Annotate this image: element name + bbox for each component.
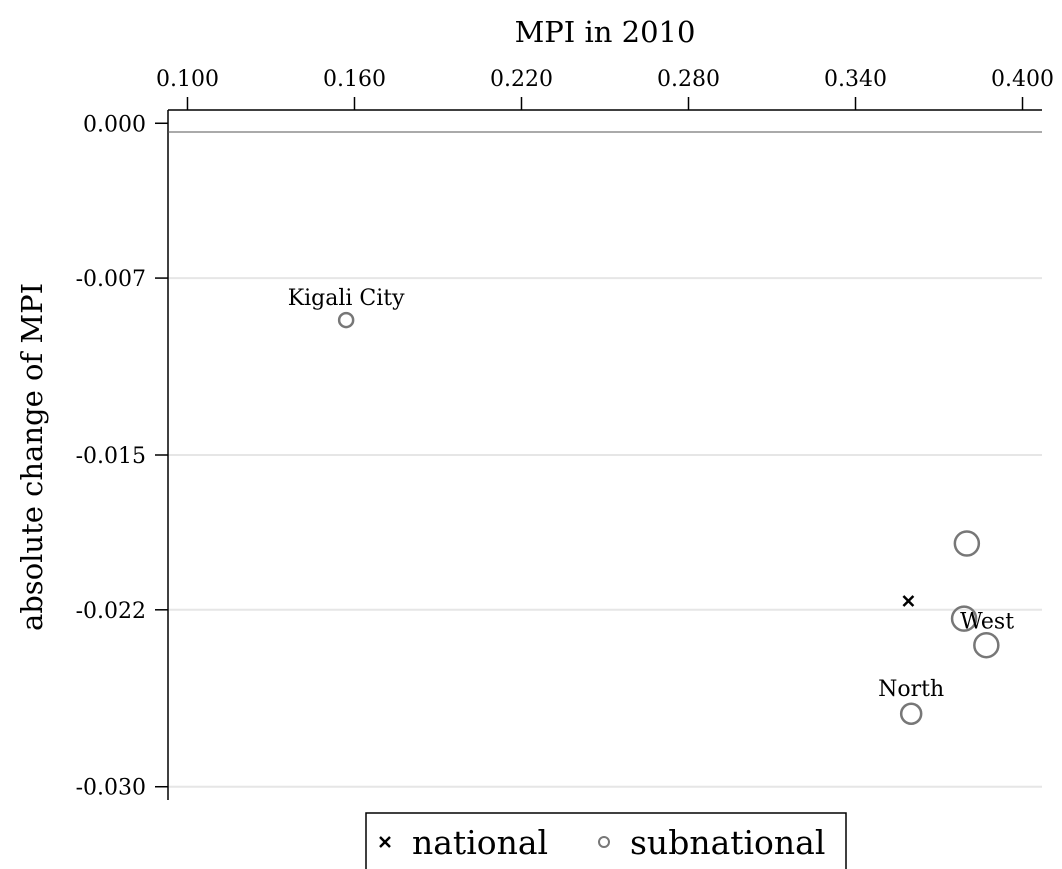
y-tick-label: -0.030 [76,776,146,801]
legend-national-marker [379,836,391,848]
subnational-point [337,311,355,329]
x-axis-title: MPI in 2010 [515,15,696,49]
point-labels: Kigali City West North [288,286,1015,702]
y-ticks: 0.000 -0.007 -0.015 -0.022 -0.030 [76,112,168,801]
legend-subnational-label: subnational [630,823,825,862]
legend: national subnational [365,812,847,869]
x-tick-label: 0.100 [156,67,219,92]
data-points [337,311,1000,725]
y-tick-label: -0.015 [76,444,146,469]
y-axis-title: absolute change of MPI [15,283,49,631]
x-ticks: 0.100 0.160 0.220 0.280 0.340 0.400 [156,67,1054,110]
x-tick-label: 0.220 [490,67,553,92]
x-tick-label: 0.340 [824,67,887,92]
y-tick-label: 0.000 [83,112,146,137]
subnational-point [973,631,1000,659]
legend-national-label: national [412,823,548,862]
x-tick-label: 0.400 [991,67,1054,92]
legend-subnational-marker [598,836,610,848]
subnational-point [953,530,981,557]
point-label: Kigali City [288,286,405,311]
legend-box [365,812,847,869]
subnational-point [950,605,978,632]
x-tick-label: 0.160 [323,67,386,92]
subnational-point [899,702,923,725]
grid-lines [168,277,1042,788]
y-tick-label: -0.007 [76,267,146,292]
x-tick-label: 0.280 [657,67,720,92]
point-label: North [878,677,944,702]
point-label: West [960,610,1014,635]
national-point [902,595,915,607]
y-tick-label: -0.022 [76,599,146,624]
